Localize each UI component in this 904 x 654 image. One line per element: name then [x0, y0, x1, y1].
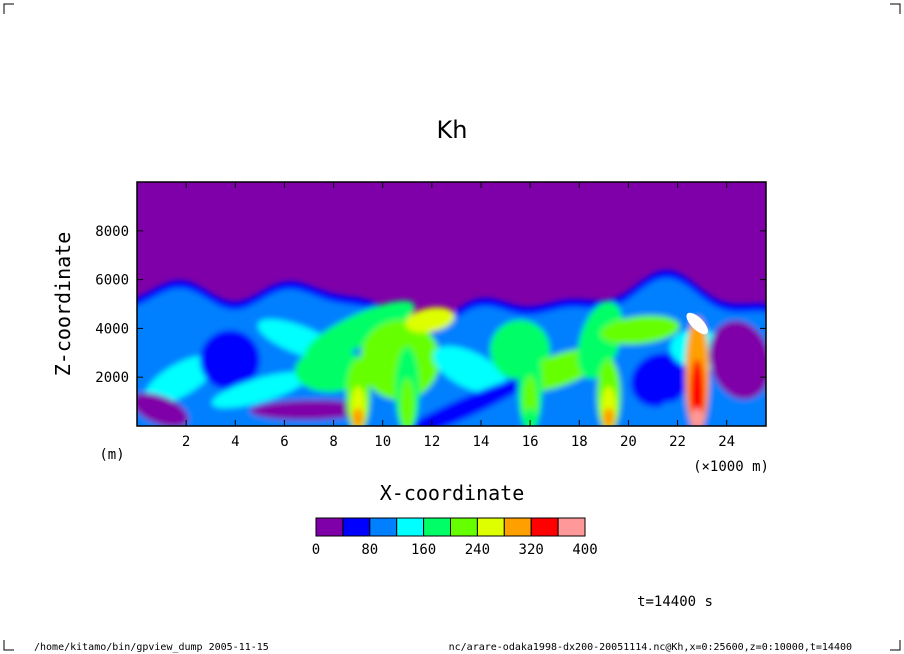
x-tick-label: 24: [718, 434, 735, 450]
field-blob: [709, 320, 766, 400]
field-blob: [305, 300, 415, 360]
plot-frame: [136, 181, 767, 427]
field-blob: [630, 353, 690, 407]
x-tick-label: 6: [280, 434, 288, 450]
colorbar-tick-label: 80: [361, 542, 378, 558]
plume-core: [352, 408, 365, 426]
x-tick-label: 14: [473, 434, 490, 450]
footer-left: /home/kitamo/bin/gpview_dump 2005-11-15: [34, 642, 269, 653]
chart-title: Kh: [437, 116, 468, 144]
colorbar-swatch: [503, 517, 532, 537]
y-tick-label: 8000: [95, 224, 129, 240]
x-tick-label: 22: [669, 434, 686, 450]
colorbar-swatch: [423, 517, 452, 537]
field-blob: [600, 315, 680, 345]
field-blob: [144, 355, 216, 405]
colorbar-tick-label: 0: [312, 542, 320, 558]
x-tick-label: 10: [374, 434, 391, 450]
plot-area: [137, 182, 766, 426]
x-axis-ticks: 2 4 6 8 10 12 14 16 18 20 22 24: [182, 182, 735, 450]
colorbar-swatch: [557, 517, 586, 537]
colorbar-swatch: [450, 517, 478, 537]
plume-core: [602, 408, 615, 426]
x-tick-label: 16: [522, 434, 539, 450]
contour-field: [137, 270, 766, 426]
colorbar: 0 80 160 240 320 400: [312, 517, 598, 558]
field-blob: [211, 372, 309, 408]
colorbar-swatch: [369, 517, 398, 537]
y-tick-label: 6000: [95, 273, 129, 289]
colorbar-tick-label: 400: [572, 542, 597, 558]
field-blob: [386, 376, 534, 426]
x-axis-label: X-coordinate: [380, 481, 525, 505]
corner-marks: [3, 3, 901, 651]
x-tick-label: 4: [231, 434, 239, 450]
field-blob: [577, 301, 623, 379]
footer-right: nc/arare-odaka1998-dx200-20051114.nc@Kh,…: [449, 642, 852, 653]
y-axis-ticks: 2000 4000 6000 8000: [95, 224, 766, 386]
colorbar-swatch: [342, 517, 371, 537]
colorbar-swatch: [476, 517, 505, 537]
x-axis-unit: (×1000 m): [693, 459, 769, 475]
field-blob: [250, 399, 370, 421]
x-tick-label: 8: [329, 434, 337, 450]
colorbar-tick-label: 160: [411, 542, 436, 558]
field-blob: [433, 346, 507, 394]
plume-core: [524, 408, 537, 426]
colorbar-swatch: [315, 517, 344, 537]
field-blob: [137, 392, 189, 426]
y-tick-label: 4000: [95, 321, 129, 337]
x-tick-label: 12: [423, 434, 440, 450]
plume-core: [691, 408, 704, 426]
colorbar-tick-label: 320: [519, 542, 544, 558]
peak-spot: [686, 312, 708, 335]
x-tick-label: 20: [620, 434, 637, 450]
field-blob: [405, 307, 455, 333]
y-axis-label: Z-coordinate: [51, 232, 75, 377]
colorbar-swatch: [530, 517, 559, 537]
colorbar-tick-label: 240: [465, 542, 490, 558]
y-axis-unit: (m): [99, 447, 124, 463]
plume-core: [401, 408, 414, 426]
plume-mid: [690, 359, 705, 426]
x-tick-label: 18: [571, 434, 588, 450]
y-tick-label: 2000: [95, 370, 129, 386]
time-label: t=14400 s: [637, 594, 713, 610]
colorbar-swatch: [396, 517, 425, 537]
x-tick-label: 2: [182, 434, 190, 450]
field-blob: [200, 330, 260, 390]
